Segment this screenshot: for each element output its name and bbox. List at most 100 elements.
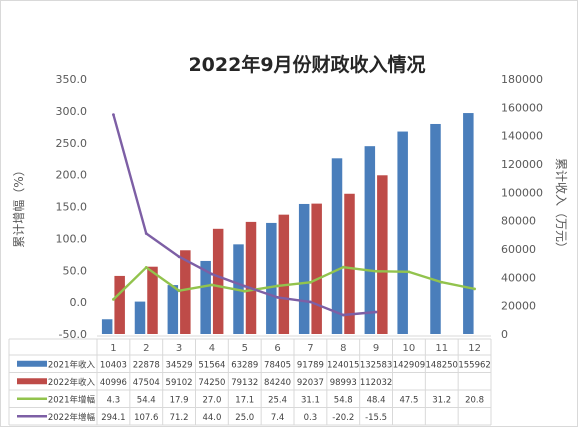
legend-key-1 [17,360,47,367]
bar-2-9 [377,175,388,334]
line-point-4-9 [374,310,378,314]
right-axis-tick-label: 100000 [501,186,543,199]
data-label-1-3: 34529 [166,360,193,370]
bar-1-1 [101,319,113,334]
left-axis-tick-label: 100.0 [56,232,88,245]
data-label-2-7: 92037 [297,378,324,388]
data-label-1-6: 78405 [264,360,291,370]
line-point-4-2 [144,232,148,235]
data-label-2-8: 98993 [330,378,357,388]
category-label: 5 [242,343,248,354]
bar-2-7 [311,203,322,334]
data-label-2-6: 84240 [264,378,291,388]
legend-label-2: 2022年收入 [48,377,96,388]
chart-title: 2022年9月份财政收入情况 [188,53,425,76]
right-axis-tick-label: 60000 [501,243,536,256]
legend-label-4: 2022年增幅 [48,412,96,423]
left-axis-title: 累计增幅（%） [11,164,26,247]
left-axis-tick-label: -50.0 [59,328,87,341]
line-point-3-7 [309,280,312,284]
data-label-2-2: 47504 [133,378,160,388]
line-point-3-1 [112,297,115,301]
bar-2-3 [180,250,191,334]
category-label: 7 [307,343,313,354]
data-label-1-12: 155962 [458,360,490,370]
line-point-4-7 [309,300,312,304]
left-axis-tick-label: 50.0 [63,264,88,277]
category-label: 11 [435,343,448,354]
bar-1-4 [200,260,211,334]
bar-2-6 [278,214,290,334]
data-label-3-10: 47.5 [399,395,418,405]
data-label-2-9: 112032 [360,378,392,388]
data-label-1-1: 10403 [100,360,127,370]
bar-1-3 [167,285,179,334]
data-label-3-4: 27.0 [202,395,221,405]
line-point-4-3 [177,255,181,259]
left-axis-tick-label: 250.0 [56,137,88,150]
line-point-3-2 [144,266,148,269]
bar-2-1 [114,275,125,334]
data-label-4-8: -20.2 [332,413,354,423]
data-label-4-4: 44.0 [202,413,221,423]
category-label: 4 [209,343,215,354]
right-axis-tick-label: 180000 [501,73,543,86]
category-label: 2 [143,343,149,354]
data-label-4-6: 7.4 [271,413,285,423]
data-label-3-7: 31.1 [301,395,320,405]
bar-1-2 [134,301,146,334]
bar-1-6 [266,222,277,334]
bar-1-9 [364,146,376,334]
right-axis-tick-label: 40000 [501,271,536,284]
left-axis-tick-label: 200.0 [56,169,88,182]
right-axis-tick-label: 80000 [501,215,536,228]
bar-1-8 [331,158,343,334]
line-point-3-9 [374,269,378,273]
data-label-2-4: 74250 [198,378,225,388]
data-label-1-11: 148250 [426,360,458,370]
legend-label-3: 2021年增幅 [48,394,96,405]
bar-1-11 [430,123,441,335]
line-point-3-3 [177,289,181,293]
line-point-3-11 [440,280,444,284]
category-label: 6 [274,343,280,354]
data-label-3-6: 25.4 [268,395,287,405]
data-label-4-1: 294.1 [101,413,125,423]
bar-1-12 [463,113,474,334]
data-label-4-7: 0.3 [304,413,318,423]
data-label-1-5: 63289 [231,360,258,370]
category-label: 8 [340,343,346,354]
data-label-3-12: 20.8 [465,395,484,405]
line-series-3 [112,265,475,301]
data-label-1-10: 142909 [393,360,425,370]
data-label-3-3: 17.9 [170,395,189,405]
data-label-1-7: 91789 [297,360,324,370]
data-label-3-1: 4.3 [107,395,121,405]
data-label-4-3: 71.2 [170,413,189,423]
line-point-3-8 [341,265,345,269]
bar-1-7 [298,203,310,334]
bar-1-10 [397,131,408,334]
legend-label-1: 2021年收入 [48,359,96,370]
category-label: 10 [403,343,416,354]
data-label-3-11: 31.2 [432,395,451,405]
data-label-2-3: 59102 [166,378,193,388]
data-label-4-2: 107.6 [134,413,158,423]
data-label-3-9: 48.4 [367,395,386,405]
data-label-3-8: 54.8 [334,395,353,405]
data-label-3-2: 54.4 [137,395,156,405]
data-label-3-5: 17.1 [235,395,254,405]
category-label: 1 [110,343,116,354]
bar-2-4 [212,228,224,334]
data-label-1-8: 124015 [327,360,359,370]
line-point-3-4 [210,283,214,287]
line-point-4-5 [243,284,247,288]
line-point-4-8 [341,313,345,317]
left-axis-tick-label: 350.0 [56,73,88,86]
right-axis-tick-label: 20000 [501,300,536,313]
line-point-3-12 [473,287,476,291]
line-point-3-5 [243,289,247,293]
legend-key-2 [17,378,47,385]
